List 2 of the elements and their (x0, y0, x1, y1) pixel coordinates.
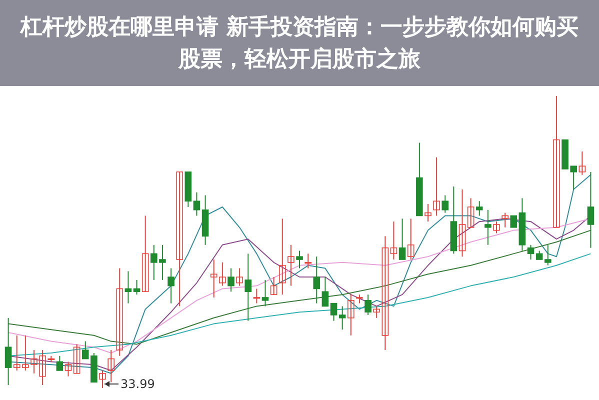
annotation: 33.99 (120, 377, 155, 391)
chart-title: 杠杆炒股在哪里申请 新手投资指南：一步步教你如何购买股票，轻松开启股市之旅 (20, 14, 578, 72)
